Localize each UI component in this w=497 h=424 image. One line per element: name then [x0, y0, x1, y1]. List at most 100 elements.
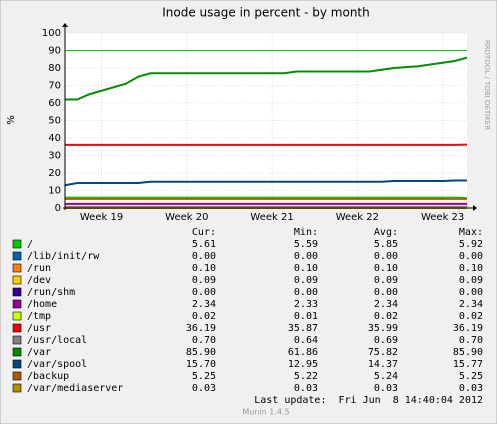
x-tick-label: Week 20 [165, 212, 208, 223]
y-tick-label: 50 [48, 116, 61, 127]
stat-value: 85.90 [186, 347, 216, 358]
stat-value: 0.70 [192, 335, 216, 346]
legend-swatch [12, 311, 22, 321]
stat-value: 0.03 [294, 383, 318, 394]
stat-header: Max: [459, 227, 483, 238]
stat-value: 0.10 [374, 263, 398, 274]
stat-value: 0.03 [374, 383, 398, 394]
legend-label: /lib/init/rw [27, 251, 100, 262]
stat-value: 0.70 [459, 335, 483, 346]
stat-header: Cur: [192, 227, 216, 238]
stat-value: 2.34 [192, 299, 216, 310]
legend-label: /tmp [27, 311, 51, 322]
stat-value: 61.86 [288, 347, 318, 358]
stat-value: 0.00 [294, 287, 318, 298]
stat-value: 5.25 [459, 371, 483, 382]
x-tick-label: Week 22 [336, 212, 379, 223]
legend-label: /backup [27, 371, 69, 382]
legend-swatch [12, 263, 22, 273]
legend-label: /var/mediaserver [27, 383, 123, 394]
legend-swatch [12, 371, 22, 381]
y-tick-label: 100 [42, 28, 61, 39]
stat-value: 0.00 [294, 251, 318, 262]
stat-value: 0.03 [192, 383, 216, 394]
stat-value: 5.22 [294, 371, 318, 382]
y-tick-label: 40 [48, 133, 61, 144]
legend-swatch [12, 383, 22, 393]
y-axis-label: % [6, 115, 17, 125]
x-tick-label: Week 21 [250, 212, 293, 223]
y-tick-label: 30 [48, 151, 61, 162]
stat-header: Avg: [374, 227, 398, 238]
legend-swatch [12, 359, 22, 369]
series-line [65, 196, 468, 200]
series-line [64, 179, 467, 187]
stat-value: 12.95 [288, 359, 318, 370]
stat-value: 0.00 [459, 251, 483, 262]
stat-value: 0.00 [459, 287, 483, 298]
stat-value: 2.33 [294, 299, 318, 310]
stat-value: 75.82 [368, 347, 398, 358]
legend-label: /run/shm [27, 287, 75, 298]
legend-label: /run [27, 263, 51, 274]
stat-value: 0.01 [294, 311, 318, 322]
y-tick-label: 0 [55, 203, 61, 214]
legend-label: / [27, 239, 33, 250]
stat-value: 36.19 [453, 323, 483, 334]
stat-value: 15.70 [186, 359, 216, 370]
stat-value: 0.64 [294, 335, 318, 346]
stat-value: 0.09 [374, 275, 398, 286]
stat-value: 5.25 [192, 371, 216, 382]
stat-value: 0.02 [459, 311, 483, 322]
stat-value: 0.09 [192, 275, 216, 286]
stat-value: 2.34 [374, 299, 398, 310]
legend-swatch [12, 275, 22, 285]
stat-value: 35.99 [368, 323, 398, 334]
stat-value: 14.37 [368, 359, 398, 370]
y-axis-arrow [62, 23, 68, 27]
y-tick-label: 90 [48, 46, 61, 57]
last-update: Last update: Fri Jun 8 14:40:04 2012 [254, 395, 483, 406]
legend-swatch [12, 287, 22, 297]
stat-value: 2.34 [459, 299, 483, 310]
stat-value: 5.61 [192, 239, 216, 250]
legend-label: /var [27, 347, 51, 358]
legend-swatch [12, 299, 22, 309]
stat-value: 15.77 [453, 359, 483, 370]
stat-value: 5.92 [459, 239, 483, 250]
stat-value: 0.10 [294, 263, 318, 274]
side-label: RRDTOOL / TOBI OETIKER [483, 40, 491, 130]
legend-label: /dev [27, 275, 51, 286]
stat-value: 0.00 [374, 287, 398, 298]
legend-label: /usr [27, 323, 51, 334]
y-tick-label: 80 [48, 63, 61, 74]
legend-label: /usr/local [27, 335, 87, 346]
stat-value: 0.00 [192, 287, 216, 298]
stat-value: 36.19 [186, 323, 216, 334]
legend-swatch [12, 347, 22, 357]
y-tick-label: 60 [48, 98, 61, 109]
legend-swatch [12, 239, 22, 249]
legend-swatch [12, 335, 22, 345]
x-tick-label: Week 23 [421, 212, 464, 223]
y-tick-label: 20 [48, 168, 61, 179]
stat-value: 0.10 [459, 263, 483, 274]
chart-title: Inode usage in percent - by month [162, 6, 369, 20]
y-tick-label: 10 [48, 186, 61, 197]
y-tick-label: 70 [48, 81, 61, 92]
stat-value: 0.00 [192, 251, 216, 262]
stat-value: 0.02 [192, 311, 216, 322]
stat-value: 0.09 [459, 275, 483, 286]
version: Munin 1.4.5 [242, 408, 289, 417]
stat-header: Min: [294, 227, 318, 238]
stat-value: 5.85 [374, 239, 398, 250]
stat-value: 0.02 [374, 311, 398, 322]
stat-value: 0.00 [374, 251, 398, 262]
series-line [65, 56, 468, 101]
stat-value: 35.87 [288, 323, 318, 334]
stat-value: 0.10 [192, 263, 216, 274]
stat-value: 85.90 [453, 347, 483, 358]
stat-value: 5.59 [294, 239, 318, 250]
x-tick-label: Week 19 [80, 212, 123, 223]
